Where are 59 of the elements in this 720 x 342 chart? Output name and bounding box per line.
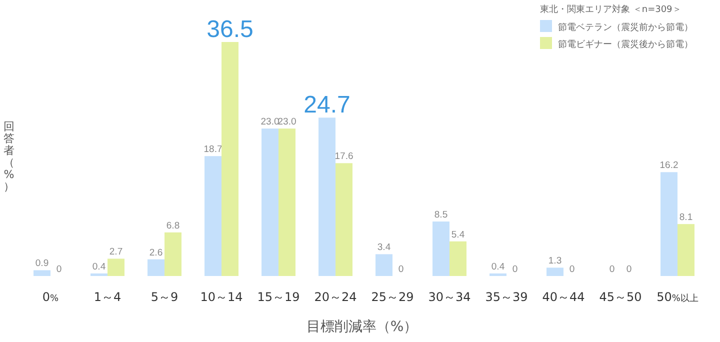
x-tick-label: 5～9 bbox=[150, 290, 178, 304]
bar bbox=[660, 172, 678, 276]
data-label: 0 bbox=[398, 264, 404, 275]
x-tick-label: 50%以上 bbox=[656, 290, 698, 304]
data-label: 2.6 bbox=[149, 247, 163, 258]
data-label: 0 bbox=[56, 264, 62, 275]
data-label: 18.7 bbox=[204, 144, 222, 156]
bar bbox=[90, 273, 108, 276]
data-label: 0 bbox=[512, 264, 518, 275]
data-label: 6.8 bbox=[166, 220, 180, 232]
data-label: 36.5 bbox=[206, 16, 254, 43]
data-label: 0.9 bbox=[35, 258, 49, 270]
data-label: 16.2 bbox=[660, 160, 678, 172]
data-label: 0 bbox=[609, 264, 615, 275]
bar bbox=[148, 259, 164, 276]
x-tick-label: 10～14 bbox=[200, 290, 243, 304]
x-tick-label: 45～50 bbox=[599, 290, 642, 304]
bar bbox=[678, 224, 694, 276]
x-axis-title: 目標削減率（%） bbox=[306, 319, 418, 335]
x-tick-label: 0% bbox=[42, 290, 60, 304]
bar bbox=[262, 128, 278, 276]
x-tick-label: 40～44 bbox=[542, 290, 585, 304]
bar bbox=[336, 163, 352, 276]
data-label: 5.4 bbox=[451, 229, 465, 240]
bar bbox=[108, 258, 124, 276]
data-label: 8.5 bbox=[434, 210, 448, 221]
x-tick-label: 1～4 bbox=[94, 290, 122, 304]
data-label: 1.3 bbox=[548, 256, 562, 267]
data-label: 8.1 bbox=[679, 212, 693, 224]
bar bbox=[450, 241, 466, 276]
legend-label: 節電ベテラン（震災前から節電） bbox=[558, 22, 693, 33]
data-label: 2.7 bbox=[109, 246, 123, 258]
legend-label: 節電ビギナー（震災後から節電） bbox=[558, 39, 693, 50]
bar bbox=[546, 268, 564, 276]
bar bbox=[222, 42, 238, 276]
bar bbox=[432, 222, 450, 276]
data-label: 0 bbox=[569, 264, 575, 275]
y-axis-title: 回答者（%） bbox=[4, 120, 14, 193]
data-label: 0.4 bbox=[491, 261, 505, 272]
data-label: 23.0 bbox=[260, 116, 280, 128]
x-tick-label: 15～19 bbox=[257, 290, 300, 304]
bar bbox=[318, 118, 336, 276]
bar bbox=[490, 273, 506, 276]
x-tick-label: 25～29 bbox=[371, 290, 414, 304]
bar bbox=[164, 232, 182, 276]
data-label: 17.6 bbox=[334, 151, 354, 162]
data-label: 3.4 bbox=[377, 242, 391, 254]
x-tick-label: 20～24 bbox=[314, 290, 357, 304]
bar bbox=[376, 254, 392, 276]
data-label: 0.4 bbox=[92, 261, 106, 272]
bar bbox=[204, 156, 222, 276]
x-tick-label: 30～34 bbox=[428, 290, 471, 304]
bar bbox=[34, 270, 50, 276]
x-tick-label: 35～39 bbox=[485, 290, 528, 304]
bar bbox=[278, 128, 296, 276]
data-label: 24.7 bbox=[304, 92, 350, 119]
data-label: 23.0 bbox=[278, 116, 296, 128]
data-label: 0 bbox=[626, 264, 632, 275]
legend-title: 東北・関東エリア対象 ＜n=309＞ bbox=[540, 4, 682, 15]
